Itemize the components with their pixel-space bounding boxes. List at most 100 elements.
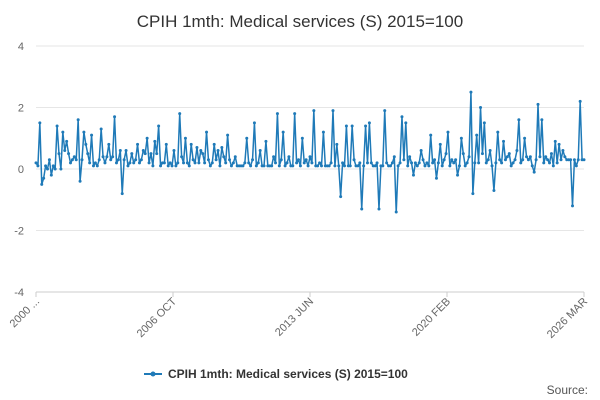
data-point[interactable] — [195, 145, 199, 149]
data-point[interactable] — [427, 164, 431, 168]
data-point[interactable] — [454, 158, 458, 162]
data-point[interactable] — [484, 161, 488, 165]
data-point[interactable] — [339, 195, 343, 199]
data-point[interactable] — [208, 164, 212, 168]
data-point[interactable] — [164, 142, 168, 146]
data-point[interactable] — [109, 158, 113, 162]
data-point[interactable] — [107, 142, 111, 146]
data-point[interactable] — [415, 164, 419, 168]
data-point[interactable] — [114, 161, 118, 165]
data-point[interactable] — [310, 161, 314, 165]
data-point[interactable] — [97, 158, 101, 162]
data-point[interactable] — [574, 164, 578, 168]
data-point[interactable] — [162, 161, 166, 165]
data-point[interactable] — [341, 161, 345, 165]
data-point[interactable] — [400, 115, 404, 119]
data-point[interactable] — [300, 136, 304, 140]
data-point[interactable] — [367, 121, 371, 125]
data-point[interactable] — [523, 136, 527, 140]
data-point[interactable] — [486, 158, 490, 162]
data-point[interactable] — [457, 164, 461, 168]
data-point[interactable] — [258, 149, 262, 153]
data-point[interactable] — [53, 167, 57, 171]
data-point[interactable] — [553, 139, 557, 143]
data-point[interactable] — [398, 161, 402, 165]
data-point[interactable] — [576, 158, 580, 162]
data-point[interactable] — [385, 161, 389, 165]
data-point[interactable] — [433, 158, 437, 162]
data-point[interactable] — [226, 133, 230, 137]
data-point[interactable] — [365, 161, 369, 165]
data-point[interactable] — [231, 161, 235, 165]
data-point[interactable] — [473, 161, 477, 165]
data-point[interactable] — [450, 158, 454, 162]
data-point[interactable] — [337, 164, 341, 168]
data-point[interactable] — [479, 106, 483, 109]
data-point[interactable] — [448, 164, 452, 168]
data-point[interactable] — [327, 164, 331, 168]
data-point[interactable] — [496, 130, 500, 134]
data-point[interactable] — [571, 204, 574, 208]
data-point[interactable] — [333, 164, 337, 168]
data-point[interactable] — [373, 164, 377, 168]
data-point[interactable] — [153, 139, 157, 143]
data-point[interactable] — [582, 158, 586, 162]
data-point[interactable] — [519, 161, 523, 165]
data-point[interactable] — [67, 152, 71, 156]
data-point[interactable] — [540, 118, 544, 122]
data-point[interactable] — [74, 158, 78, 162]
data-point[interactable] — [555, 161, 559, 165]
data-point[interactable] — [503, 158, 507, 162]
data-point[interactable] — [78, 179, 82, 183]
data-point[interactable] — [549, 152, 553, 156]
data-point[interactable] — [34, 161, 38, 165]
data-point[interactable] — [180, 155, 184, 159]
data-point[interactable] — [358, 161, 362, 165]
data-point[interactable] — [320, 164, 323, 168]
data-point[interactable] — [82, 130, 86, 134]
data-point[interactable] — [331, 109, 335, 113]
data-point[interactable] — [124, 149, 128, 153]
data-point[interactable] — [40, 182, 44, 186]
data-point[interactable] — [477, 161, 481, 165]
data-point[interactable] — [274, 161, 278, 165]
data-point[interactable] — [369, 161, 373, 165]
data-point[interactable] — [306, 164, 310, 168]
data-point[interactable] — [572, 158, 576, 162]
data-point[interactable] — [356, 164, 360, 168]
data-point[interactable] — [525, 155, 529, 159]
data-point[interactable] — [561, 149, 565, 153]
data-point[interactable] — [469, 90, 473, 94]
data-point[interactable] — [494, 161, 498, 165]
data-point[interactable] — [465, 161, 469, 165]
data-point[interactable] — [394, 210, 398, 214]
data-point[interactable] — [419, 149, 423, 153]
data-point[interactable] — [155, 152, 159, 156]
data-point[interactable] — [528, 155, 532, 159]
data-point[interactable] — [308, 155, 312, 159]
data-point[interactable] — [396, 164, 400, 168]
data-point[interactable] — [178, 112, 182, 116]
data-point[interactable] — [120, 192, 124, 196]
data-point[interactable] — [408, 155, 412, 159]
data-point[interactable] — [254, 164, 258, 168]
data-point[interactable] — [95, 164, 99, 168]
data-point[interactable] — [287, 155, 291, 159]
data-point[interactable] — [551, 164, 555, 168]
data-point[interactable] — [318, 161, 322, 165]
data-point[interactable] — [93, 161, 97, 165]
data-point[interactable] — [417, 161, 421, 165]
data-point[interactable] — [321, 130, 325, 134]
data-point[interactable] — [101, 155, 105, 159]
data-point[interactable] — [388, 164, 392, 168]
data-point[interactable] — [467, 155, 471, 159]
data-point[interactable] — [425, 161, 429, 165]
data-point[interactable] — [360, 207, 364, 211]
data-point[interactable] — [229, 164, 233, 168]
data-point[interactable] — [149, 152, 153, 156]
data-point[interactable] — [544, 155, 548, 159]
data-point[interactable] — [438, 142, 442, 146]
data-point[interactable] — [183, 136, 187, 140]
data-point[interactable] — [197, 161, 201, 165]
data-point[interactable] — [68, 161, 72, 165]
